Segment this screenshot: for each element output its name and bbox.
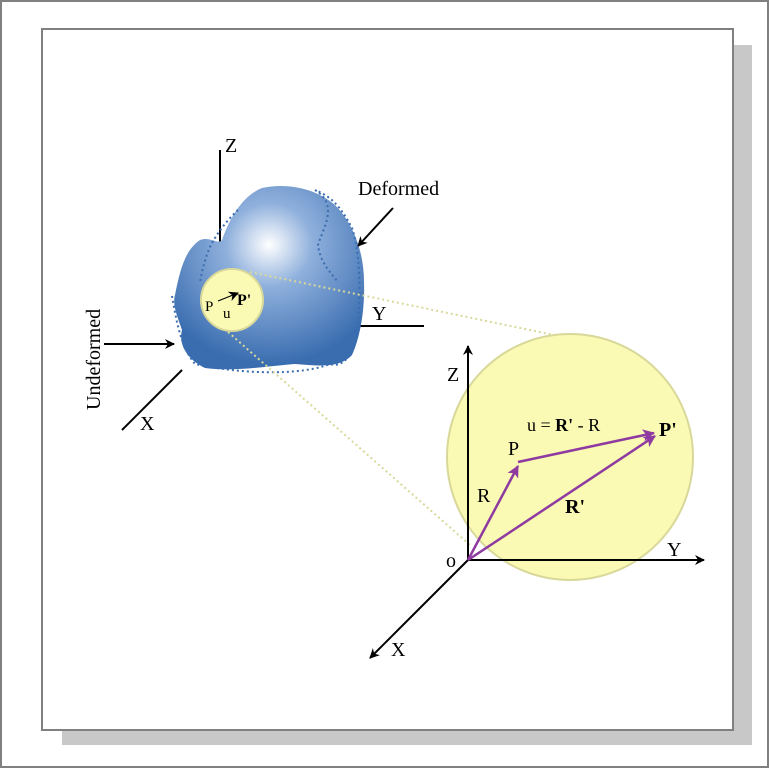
zoom-line-bottom bbox=[227, 331, 471, 546]
equation-u-part: u = bbox=[527, 415, 555, 435]
deformed-label: Deformed bbox=[358, 178, 439, 200]
large-z-label: Z bbox=[447, 364, 459, 386]
large-p-label: P bbox=[508, 438, 519, 460]
large-pprime-label: P' bbox=[659, 419, 677, 441]
small-x-axis bbox=[121, 369, 183, 431]
small-z-label: Z bbox=[225, 135, 237, 157]
undeformed-outline bbox=[171, 189, 361, 374]
small-y-label: Y bbox=[372, 303, 386, 325]
small-u-arrow bbox=[217, 291, 239, 302]
vector-u bbox=[517, 429, 655, 464]
large-x-axis bbox=[369, 559, 469, 659]
undeformed-label: Undeformed bbox=[83, 309, 105, 410]
r-prime-vector-label: R' bbox=[565, 496, 585, 518]
small-x-label: X bbox=[140, 413, 155, 435]
origin-label: o bbox=[446, 550, 456, 572]
equation-rprime-part: R' bbox=[555, 415, 573, 435]
deformed-arrow bbox=[357, 207, 394, 247]
equation-rest-part: - R bbox=[573, 415, 600, 435]
large-magnifier-circle bbox=[446, 333, 694, 581]
zoom-line-top bbox=[249, 271, 579, 341]
small-pprime-label: P' bbox=[237, 292, 251, 309]
vector-r-prime bbox=[467, 434, 656, 562]
r-vector-label: R bbox=[477, 485, 491, 507]
vector-r bbox=[466, 465, 520, 561]
large-y-label: Y bbox=[667, 539, 681, 561]
small-p-label: P bbox=[205, 299, 213, 315]
large-x-label: X bbox=[391, 639, 406, 661]
displacement-equation: u = R' - R bbox=[527, 415, 600, 435]
small-u-label: u bbox=[223, 306, 231, 322]
